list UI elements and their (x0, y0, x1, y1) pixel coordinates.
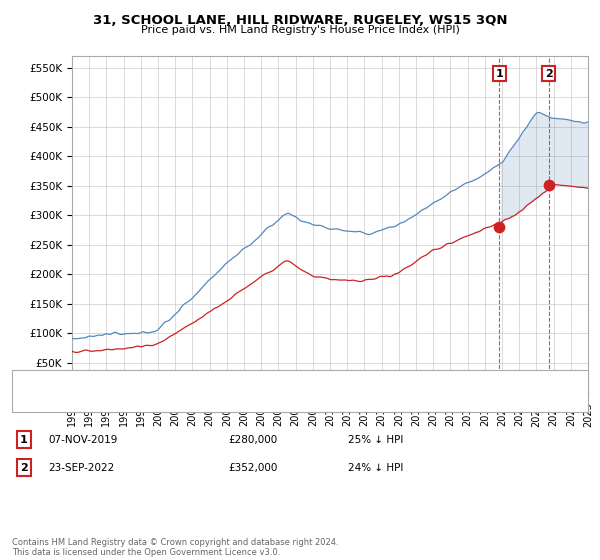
Text: 31, SCHOOL LANE, HILL RIDWARE, RUGELEY, WS15 3QN (detached house): 31, SCHOOL LANE, HILL RIDWARE, RUGELEY, … (45, 377, 398, 386)
Text: 1: 1 (20, 435, 28, 445)
Text: Price paid vs. HM Land Registry's House Price Index (HPI): Price paid vs. HM Land Registry's House … (140, 25, 460, 35)
Text: 23-SEP-2022: 23-SEP-2022 (48, 463, 114, 473)
Text: Contains HM Land Registry data © Crown copyright and database right 2024.
This d: Contains HM Land Registry data © Crown c… (12, 538, 338, 557)
Text: 25% ↓ HPI: 25% ↓ HPI (348, 435, 403, 445)
Text: £352,000: £352,000 (228, 463, 277, 473)
Text: £280,000: £280,000 (228, 435, 277, 445)
Text: 07-NOV-2019: 07-NOV-2019 (48, 435, 118, 445)
Point (544, 180, 554, 189)
Text: 2: 2 (20, 463, 28, 473)
Text: 31, SCHOOL LANE, HILL RIDWARE, RUGELEY, WS15 3QN: 31, SCHOOL LANE, HILL RIDWARE, RUGELEY, … (93, 14, 507, 27)
Text: 2: 2 (545, 69, 553, 79)
Text: 24% ↓ HPI: 24% ↓ HPI (348, 463, 403, 473)
Point (494, 222, 504, 231)
Text: HPI: Average price, detached house, Lichfield: HPI: Average price, detached house, Lich… (45, 395, 260, 404)
Text: 1: 1 (496, 69, 503, 79)
Text: —: — (22, 391, 38, 409)
Text: —: — (22, 372, 38, 390)
